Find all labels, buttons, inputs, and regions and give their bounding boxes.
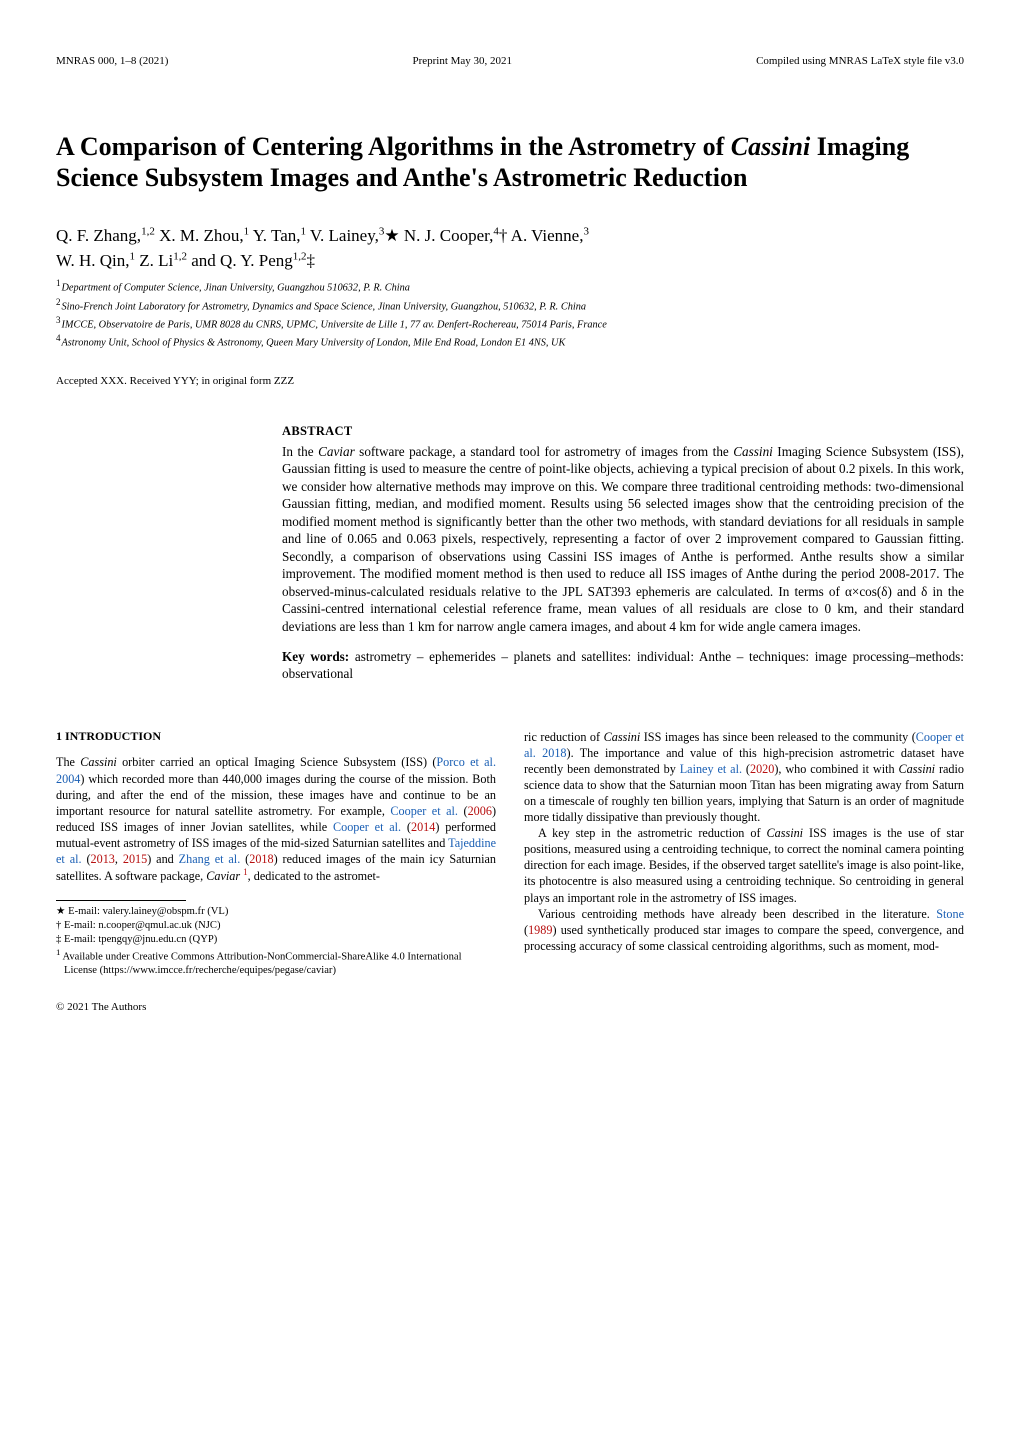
cite-stone-1989[interactable]: Stone — [936, 907, 964, 921]
abstract-heading: ABSTRACT — [282, 423, 964, 440]
cite-cooper-2014[interactable]: Cooper et al. — [333, 820, 401, 834]
footnote-1-ref[interactable]: 1 — [243, 869, 248, 883]
ref-2013[interactable]: 2013 — [91, 852, 115, 866]
footnotes: ★ E-mail: valery.lainey@obspm.fr (VL) † … — [56, 901, 496, 977]
affiliation-4: 4Astronomy Unit, School of Physics & Ast… — [56, 332, 964, 350]
header-right: Compiled using MNRAS LaTeX style file v3… — [756, 54, 964, 69]
right-column: ric reduction of Cassini ISS images has … — [524, 729, 964, 1015]
ref-2015[interactable]: 2015 — [123, 852, 147, 866]
cite-porco-2004[interactable]: Porco et al. 2004 — [56, 755, 496, 785]
cite-cooper-2006[interactable]: Cooper et al. — [390, 804, 458, 818]
paper-title: A Comparison of Centering Algorithms in … — [56, 131, 964, 194]
intro-paragraph-3: Various centroiding methods have already… — [524, 906, 964, 954]
accepted-line: Accepted XXX. Received YYY; in original … — [56, 374, 964, 389]
footnote-ddagger: ‡ E-mail: tpengqy@jnu.edu.cn (QYP) — [56, 933, 496, 947]
footnote-dagger: † E-mail: n.cooper@qmul.ac.uk (NJC) — [56, 919, 496, 933]
footnote-star: ★ E-mail: valery.lainey@obspm.fr (VL) — [56, 905, 496, 919]
header-center: Preprint May 30, 2021 — [412, 54, 512, 69]
section-1-heading: 1 INTRODUCTION — [56, 729, 496, 745]
ref-2006[interactable]: 2006 — [468, 804, 492, 818]
left-column: 1 INTRODUCTION The Cassini orbiter carri… — [56, 729, 496, 1015]
intro-paragraph-1: The Cassini orbiter carried an optical I… — [56, 754, 496, 884]
abstract-block: ABSTRACT In the Caviar software package,… — [282, 423, 964, 683]
ref-1989[interactable]: 1989 — [528, 923, 552, 937]
ref-2014[interactable]: 2014 — [411, 820, 435, 834]
affiliation-2: 2Sino-French Joint Laboratory for Astrom… — [56, 296, 964, 314]
running-header: MNRAS 000, 1–8 (2021) Preprint May 30, 2… — [56, 54, 964, 69]
ref-2020[interactable]: 2020 — [750, 762, 774, 776]
author-list: Q. F. Zhang,1,2 X. M. Zhou,1 Y. Tan,1 V.… — [56, 224, 964, 273]
footnote-1: 1 Available under Creative Commons Attri… — [56, 947, 496, 978]
copyright-line: © 2021 The Authors — [56, 1000, 496, 1015]
affiliation-3: 3IMCCE, Observatoire de Paris, UMR 8028 … — [56, 314, 964, 332]
cite-lainey-2020[interactable]: Lainey et al. — [680, 762, 742, 776]
cite-zhang-2018[interactable]: Zhang et al. — [179, 852, 241, 866]
intro-paragraph-2: A key step in the astrometric reduction … — [524, 825, 964, 905]
ref-2018[interactable]: 2018 — [249, 852, 273, 866]
body-columns: 1 INTRODUCTION The Cassini orbiter carri… — [56, 729, 964, 1015]
intro-paragraph-1-cont: ric reduction of Cassini ISS images has … — [524, 729, 964, 826]
keywords: Key words: astrometry – ephemerides – pl… — [282, 648, 964, 683]
affiliation-1: 1Department of Computer Science, Jinan U… — [56, 277, 964, 295]
affiliations: 1Department of Computer Science, Jinan U… — [56, 277, 964, 350]
header-left: MNRAS 000, 1–8 (2021) — [56, 54, 168, 69]
abstract-body: In the Caviar software package, a standa… — [282, 443, 964, 636]
cite-cooper-2018[interactable]: Cooper et al. 2018 — [524, 730, 964, 760]
